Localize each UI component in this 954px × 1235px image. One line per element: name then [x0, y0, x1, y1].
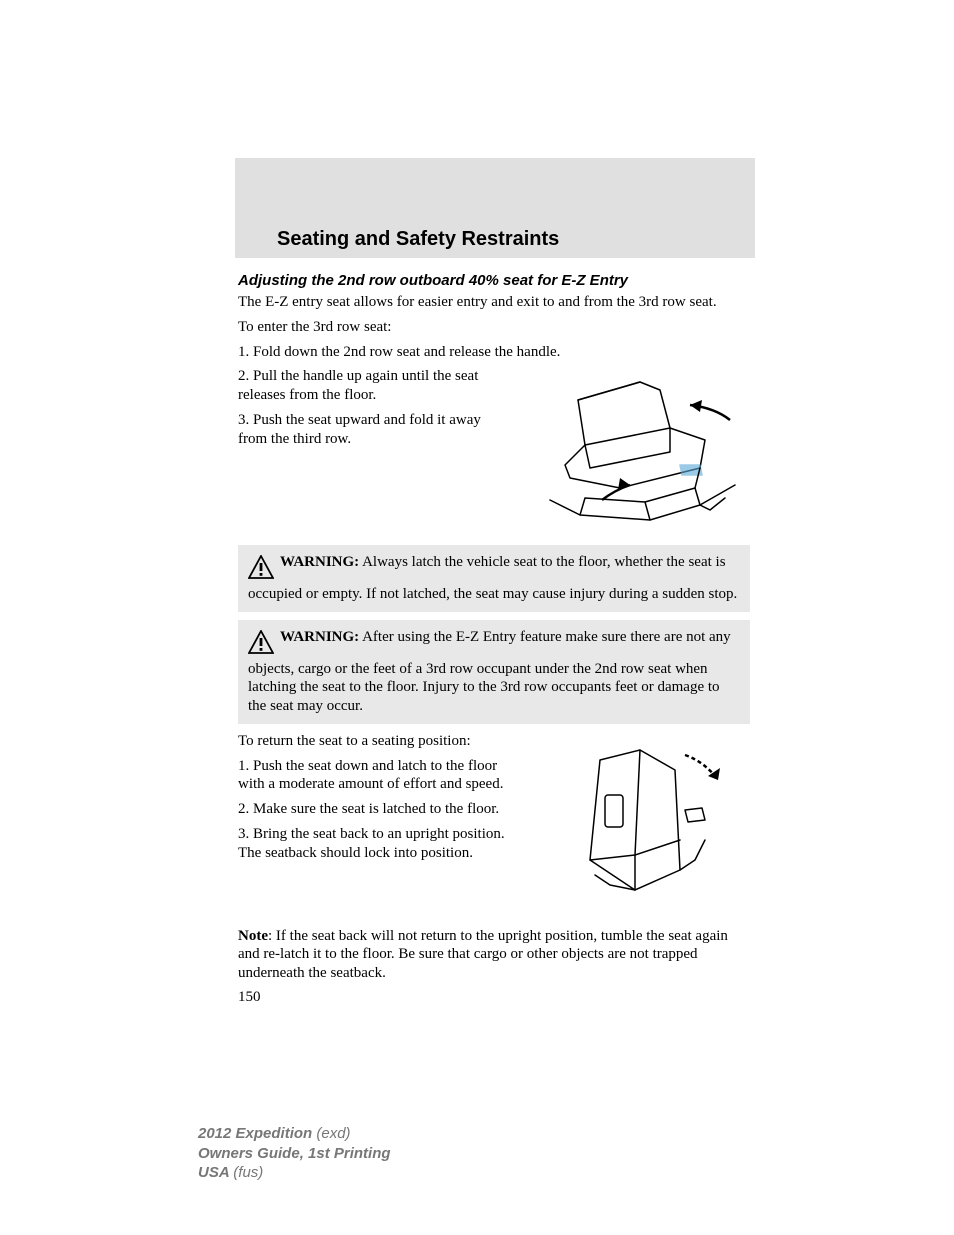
warning-box-1: WARNING: Always latch the vehicle seat t…: [238, 545, 750, 612]
warning-icon: [248, 555, 274, 585]
warning-2-text: WARNING: After using the E-Z Entry featu…: [248, 629, 731, 714]
intro-text: The E-Z entry seat allows for easier ent…: [238, 293, 750, 312]
warning-1-label: WARNING:: [280, 554, 359, 570]
note-label: Note: [238, 928, 268, 944]
header-box: Seating and Safety Restraints: [235, 158, 755, 258]
footer-code-1: (exd): [316, 1125, 350, 1142]
step-3: 3. Push the seat upward and fold it away…: [238, 411, 513, 449]
warning-2-label: WARNING:: [280, 629, 359, 645]
footer-line-3: USA (fus): [198, 1163, 391, 1183]
return-step-2: 2. Make sure the seat is latched to the …: [238, 800, 513, 819]
step-1: 1. Fold down the 2nd row seat and releas…: [238, 343, 750, 362]
footer-line-1: 2012 Expedition (exd): [198, 1124, 391, 1144]
note-body: : If the seat back will not return to th…: [238, 928, 728, 982]
footer: 2012 Expedition (exd) Owners Guide, 1st …: [198, 1124, 391, 1183]
warning-1-text: WARNING: Always latch the vehicle seat t…: [248, 554, 737, 602]
footer-code-2: (fus): [233, 1164, 263, 1181]
return-step-1: 1. Push the seat down and latch to the f…: [238, 757, 513, 795]
footer-region: USA: [198, 1164, 233, 1181]
note-text: Note: If the seat back will not return t…: [238, 927, 750, 983]
section-title: Seating and Safety Restraints: [277, 228, 755, 251]
seat-fold-illustration-1: [530, 370, 750, 530]
step-2: 2. Pull the handle up again until the se…: [238, 367, 513, 405]
return-step-3: 3. Bring the seat back to an upright pos…: [238, 825, 513, 863]
seat-fold-illustration-2: [540, 740, 740, 900]
warning-box-2: WARNING: After using the E-Z Entry featu…: [238, 620, 750, 724]
footer-model: 2012 Expedition: [198, 1125, 316, 1142]
subsection-title: Adjusting the 2nd row outboard 40% seat …: [238, 272, 750, 289]
page-number: 150: [238, 989, 750, 1006]
footer-line-2: Owners Guide, 1st Printing: [198, 1144, 391, 1164]
enter-label: To enter the 3rd row seat:: [238, 318, 750, 337]
warning-icon: [248, 630, 274, 660]
